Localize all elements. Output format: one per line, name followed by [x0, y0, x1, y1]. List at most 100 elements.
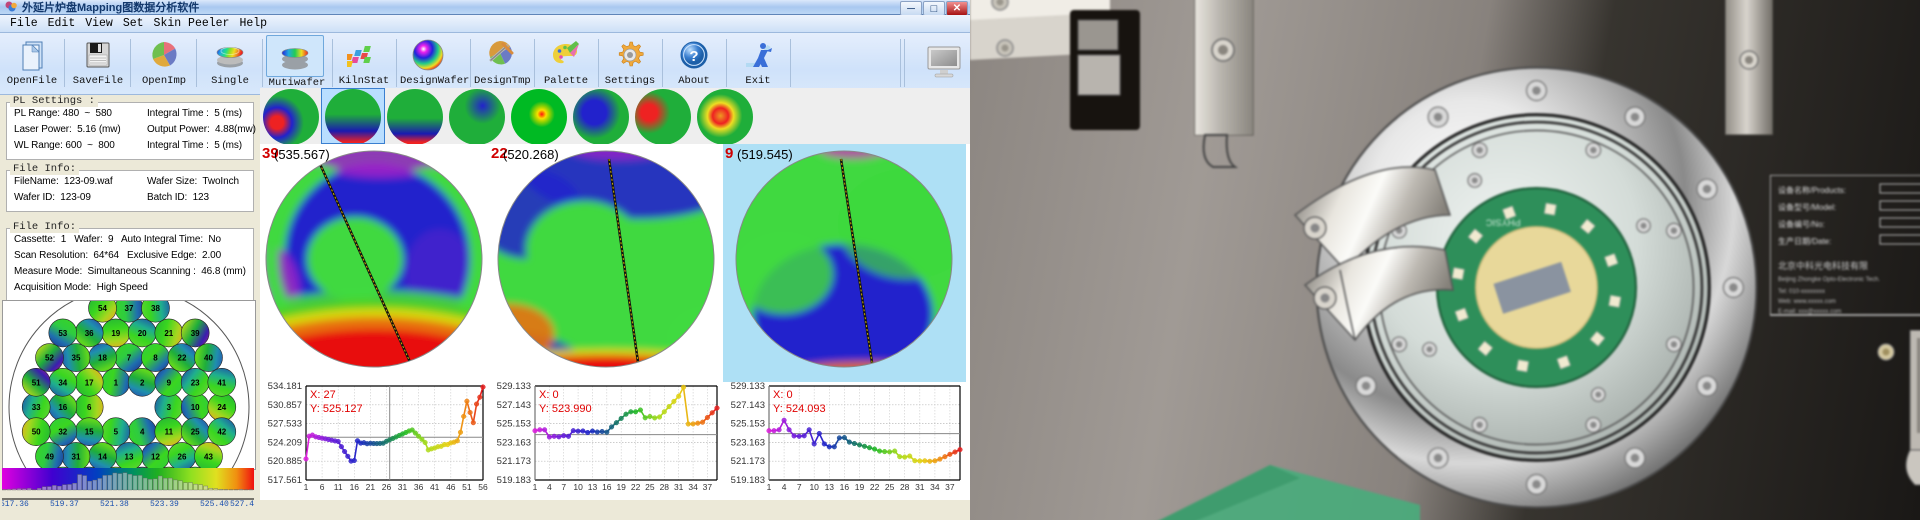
svg-text:31: 31	[674, 482, 684, 492]
svg-text:37: 37	[703, 482, 713, 492]
svg-text:7: 7	[561, 482, 566, 492]
svg-text:16: 16	[350, 482, 360, 492]
svg-text:19: 19	[616, 482, 626, 492]
svg-text:31: 31	[398, 482, 408, 492]
svg-text:527.533: 527.533	[268, 419, 302, 430]
svg-text:521.173: 521.173	[731, 456, 765, 467]
svg-text:5: 5	[114, 428, 119, 437]
svg-text:527.143: 527.143	[731, 400, 765, 411]
svg-text:525.153: 525.153	[731, 419, 765, 430]
svg-text:26: 26	[382, 482, 392, 492]
svg-text:41: 41	[217, 378, 226, 387]
svg-text:51: 51	[462, 482, 472, 492]
svg-text:52: 52	[45, 354, 54, 363]
svg-text:43: 43	[204, 452, 213, 461]
svg-text:521.173: 521.173	[497, 456, 531, 467]
svg-text:517.561: 517.561	[268, 475, 302, 486]
svg-text:24: 24	[217, 403, 226, 412]
svg-text:42: 42	[217, 428, 226, 437]
svg-text:10: 10	[573, 482, 583, 492]
svg-text:56: 56	[478, 482, 488, 492]
svg-text:40: 40	[204, 354, 213, 363]
svg-text:7: 7	[797, 482, 802, 492]
svg-text:X: 0: X: 0	[773, 389, 793, 401]
svg-text:519.183: 519.183	[497, 475, 531, 486]
svg-text:3: 3	[167, 403, 172, 412]
svg-text:534.181: 534.181	[268, 382, 302, 392]
svg-text:4: 4	[547, 482, 552, 492]
svg-text:523.163: 523.163	[731, 437, 765, 448]
svg-text:2: 2	[140, 378, 145, 387]
svg-text:10: 10	[809, 482, 819, 492]
svg-text:41: 41	[430, 482, 440, 492]
svg-text:529.133: 529.133	[497, 382, 531, 392]
svg-text:11: 11	[334, 482, 343, 492]
svg-text:25: 25	[885, 482, 895, 492]
svg-text:22: 22	[178, 354, 187, 363]
svg-text:28: 28	[900, 482, 910, 492]
svg-text:21: 21	[164, 329, 173, 338]
svg-text:26: 26	[178, 452, 187, 461]
svg-text:36: 36	[85, 329, 94, 338]
svg-text:527.143: 527.143	[497, 400, 531, 411]
svg-text:16: 16	[602, 482, 612, 492]
svg-text:16: 16	[58, 403, 67, 412]
svg-text:10: 10	[191, 403, 200, 412]
svg-text:12: 12	[151, 452, 160, 461]
svg-text:35: 35	[72, 354, 81, 363]
svg-text:8: 8	[153, 354, 158, 363]
svg-text:14: 14	[98, 452, 107, 461]
svg-text:33: 33	[32, 403, 41, 412]
svg-text:13: 13	[125, 452, 134, 461]
svg-text:530.857: 530.857	[268, 400, 302, 411]
svg-text:36: 36	[414, 482, 424, 492]
svg-text:4: 4	[782, 482, 787, 492]
svg-text:54: 54	[98, 304, 107, 313]
svg-text:23: 23	[191, 378, 200, 387]
svg-text:7: 7	[127, 354, 132, 363]
svg-text:11: 11	[165, 428, 174, 437]
svg-text:X: 0: X: 0	[539, 389, 559, 401]
svg-text:19: 19	[111, 329, 120, 338]
svg-text:38: 38	[151, 304, 160, 313]
svg-text:16: 16	[840, 482, 850, 492]
svg-text:32: 32	[58, 428, 67, 437]
svg-text:1: 1	[767, 482, 772, 492]
svg-text:1: 1	[533, 482, 538, 492]
svg-text:37: 37	[125, 304, 134, 313]
svg-text:17: 17	[85, 378, 94, 387]
svg-text:25: 25	[645, 482, 655, 492]
svg-text:34: 34	[688, 482, 698, 492]
svg-text:15: 15	[85, 428, 94, 437]
svg-text:13: 13	[588, 482, 598, 492]
svg-text:22: 22	[631, 482, 641, 492]
svg-text:25: 25	[191, 428, 200, 437]
svg-text:34: 34	[930, 482, 940, 492]
svg-text:Y: 525.127: Y: 525.127	[310, 403, 363, 415]
svg-text:34: 34	[58, 378, 67, 387]
svg-text:37: 37	[945, 482, 955, 492]
svg-text:Y: 524.093: Y: 524.093	[773, 403, 826, 415]
svg-text:4: 4	[140, 428, 145, 437]
svg-text:53: 53	[58, 329, 67, 338]
svg-text:50: 50	[32, 428, 41, 437]
svg-text:31: 31	[915, 482, 925, 492]
svg-text:Y: 523.990: Y: 523.990	[539, 403, 592, 415]
svg-text:9: 9	[167, 378, 172, 387]
svg-text:6: 6	[320, 482, 325, 492]
svg-text:?: ?	[689, 48, 698, 65]
svg-text:39: 39	[191, 329, 200, 338]
svg-text:519.183: 519.183	[731, 475, 765, 486]
svg-text:20: 20	[138, 329, 147, 338]
svg-text:6: 6	[87, 403, 92, 412]
svg-text:524.209: 524.209	[268, 437, 302, 448]
svg-text:19: 19	[855, 482, 865, 492]
svg-text:520.885: 520.885	[268, 456, 302, 467]
svg-text:13: 13	[825, 482, 835, 492]
svg-text:46: 46	[446, 482, 456, 492]
svg-text:22: 22	[870, 482, 880, 492]
svg-text:21: 21	[366, 482, 376, 492]
svg-text:49: 49	[45, 452, 54, 461]
svg-text:1: 1	[114, 378, 119, 387]
svg-text:X: 27: X: 27	[310, 389, 336, 401]
